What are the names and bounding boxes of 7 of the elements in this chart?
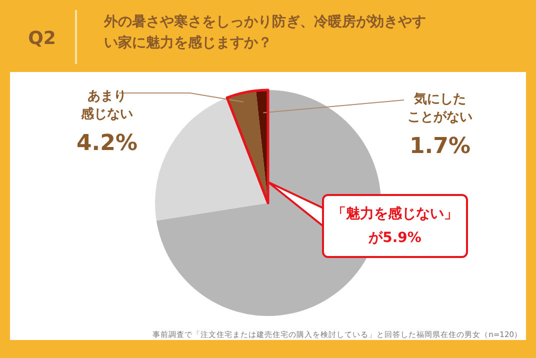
chart-title: 外の暑さや寒さをしっかり防ぎ、冷暖房が効きやすい家に魅力を感じますか？ — [104, 12, 427, 53]
slice-label: 気にしたことがない — [408, 92, 472, 125]
text: 「魅力を感じない」が5.9% — [322, 194, 468, 258]
slice-label: あまり感じない — [81, 89, 133, 122]
chart-subtitle: Q2 — [27, 28, 57, 49]
data-label: 4.2% — [75, 131, 138, 156]
data-label: 1.7% — [408, 134, 472, 159]
